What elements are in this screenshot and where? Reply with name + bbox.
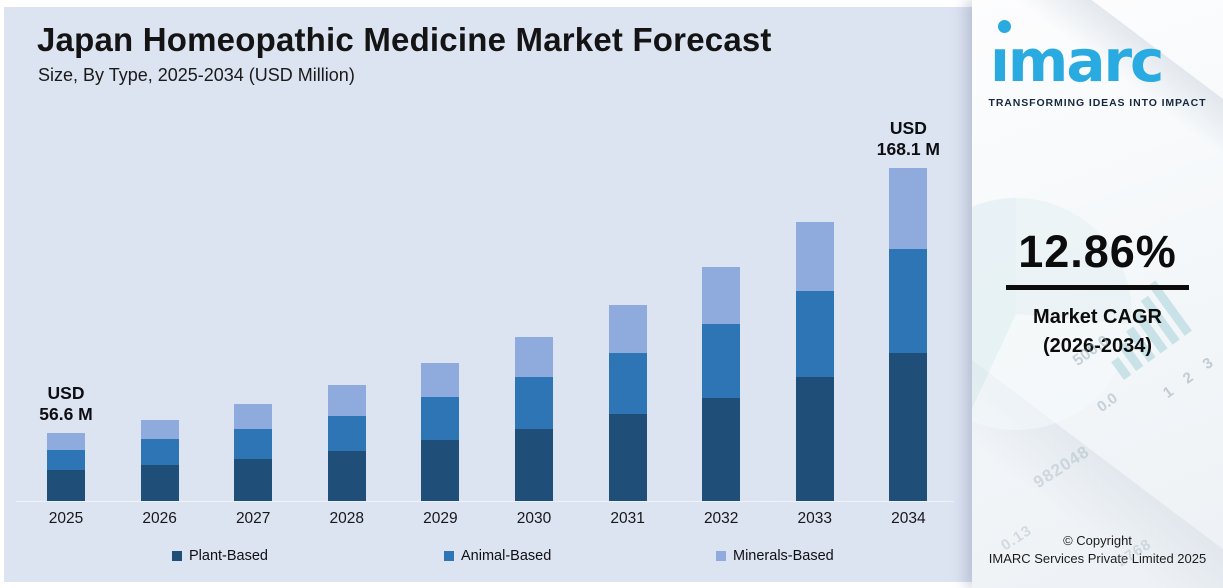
cagr-divider xyxy=(1006,285,1189,290)
bar-segment-minerals-based xyxy=(889,168,928,250)
imarc-logo: ımarc xyxy=(984,8,1212,90)
bar-segment-plant-based xyxy=(795,377,834,501)
bar-2025 xyxy=(47,432,85,501)
x-axis-label-2025: 2025 xyxy=(48,510,84,527)
bar-segment-minerals-based xyxy=(327,385,366,416)
bar-segment-minerals-based xyxy=(515,336,553,377)
x-axis-label-2032: 2032 xyxy=(703,510,739,527)
legend-swatch xyxy=(716,551,726,561)
bar-2027 xyxy=(234,404,273,501)
bar-2031 xyxy=(608,304,647,501)
chart-subtitle: Size, By Type, 2025-2034 (USD Million) xyxy=(38,65,355,85)
bar-segment-minerals-based xyxy=(421,363,460,398)
x-axis-label-2028: 2028 xyxy=(329,510,365,527)
bar-2026 xyxy=(140,419,179,501)
chart-title: Japan Homeopathic Medicine Market Foreca… xyxy=(37,21,772,58)
cagr-block: 12.86% Market CAGR (2026-2034) xyxy=(972,226,1223,361)
cagr-label-line2: (2026-2034) xyxy=(1043,335,1152,357)
x-axis-label-2026: 2026 xyxy=(142,510,177,527)
bar-segment-minerals-based xyxy=(795,221,834,292)
bar-2029 xyxy=(421,363,460,501)
bar-segment-animal-based xyxy=(795,291,834,378)
bar-segment-animal-based xyxy=(889,249,928,354)
bar-segment-animal-based xyxy=(515,376,553,429)
bar-2030 xyxy=(515,336,553,501)
imarc-logo-text: ımarc xyxy=(990,27,1164,95)
logo-dot-icon xyxy=(998,20,1011,33)
chart-legend: Plant-Based Animal-Based Minerals-Based xyxy=(4,548,972,572)
legend-item-minerals-based: Minerals-Based xyxy=(716,548,834,564)
bar-2033 xyxy=(795,221,834,501)
bar-segment-minerals-based xyxy=(140,419,179,440)
cagr-label-line1: Market CAGR xyxy=(1033,306,1162,328)
bar-segment-animal-based xyxy=(702,324,741,398)
copyright-line2: IMARC Services Private Limited 2025 xyxy=(988,551,1207,566)
bar-segment-animal-based xyxy=(47,449,85,470)
bar-segment-animal-based xyxy=(327,415,366,451)
logo-tagline: TRANSFORMING IDEAS INTO IMPACT xyxy=(988,97,1207,109)
x-axis-label-2033: 2033 xyxy=(797,510,833,527)
legend-swatch xyxy=(444,551,454,561)
bar-segment-animal-based xyxy=(234,429,273,459)
copyright-note: © Copyright IMARC Services Private Limit… xyxy=(972,532,1223,568)
bar-segment-minerals-based xyxy=(47,432,85,450)
x-axis-label-2031: 2031 xyxy=(610,510,645,527)
bar-segment-plant-based xyxy=(327,450,366,501)
watermark-number: 0.0 xyxy=(1094,389,1121,416)
value-label-2034: USD 168.1 M xyxy=(876,118,940,159)
bar-segment-minerals-based xyxy=(234,404,273,430)
bar-segment-plant-based xyxy=(889,353,928,501)
bar-segment-plant-based xyxy=(140,465,179,501)
bar-plot: 2025 2026 2027 2028 2029 2030 2031 2032 2033 2034… xyxy=(4,7,972,527)
cagr-value: 12.86% xyxy=(1018,226,1177,277)
brand-panel: ımarc TRANSFORMING IDEAS INTO IMPACT 12.… xyxy=(972,0,1223,588)
legend-swatch xyxy=(172,551,182,561)
bar-segment-minerals-based xyxy=(702,266,741,325)
legend-item-animal-based: Animal-Based xyxy=(444,548,551,564)
watermark-number: 982048 xyxy=(1030,441,1093,492)
chart-panel: Japan Homeopathic Medicine Market Foreca… xyxy=(4,7,972,582)
legend-item-plant-based: Plant-Based xyxy=(172,548,268,564)
bar-segment-plant-based xyxy=(702,397,741,501)
bar-segment-animal-based xyxy=(608,352,647,414)
bar-segment-plant-based xyxy=(608,413,647,501)
bar-segment-animal-based xyxy=(421,397,460,440)
value-label-2025: USD 56.6 M xyxy=(39,382,93,424)
bar-2032 xyxy=(702,266,741,501)
bar-segment-plant-based xyxy=(421,439,460,501)
bar-segment-plant-based xyxy=(515,428,553,501)
bar-segment-plant-based xyxy=(234,458,273,501)
legend-label: Plant-Based xyxy=(189,548,268,564)
bar-segment-minerals-based xyxy=(608,304,647,353)
legend-label: Minerals-Based xyxy=(733,548,834,564)
x-axis-line xyxy=(16,501,954,502)
x-axis-label-2027: 2027 xyxy=(235,510,271,527)
x-axis-label-2030: 2030 xyxy=(516,510,552,527)
legend-label: Animal-Based xyxy=(461,548,552,564)
bar-2034 xyxy=(889,168,928,501)
x-axis-label-2034: 2034 xyxy=(891,510,926,527)
copyright-line1: © Copyright xyxy=(1063,533,1132,548)
bar-segment-plant-based xyxy=(47,469,85,501)
x-axis-label-2029: 2029 xyxy=(423,510,458,527)
bar-2028 xyxy=(327,385,366,501)
bar-segment-animal-based xyxy=(140,439,179,466)
